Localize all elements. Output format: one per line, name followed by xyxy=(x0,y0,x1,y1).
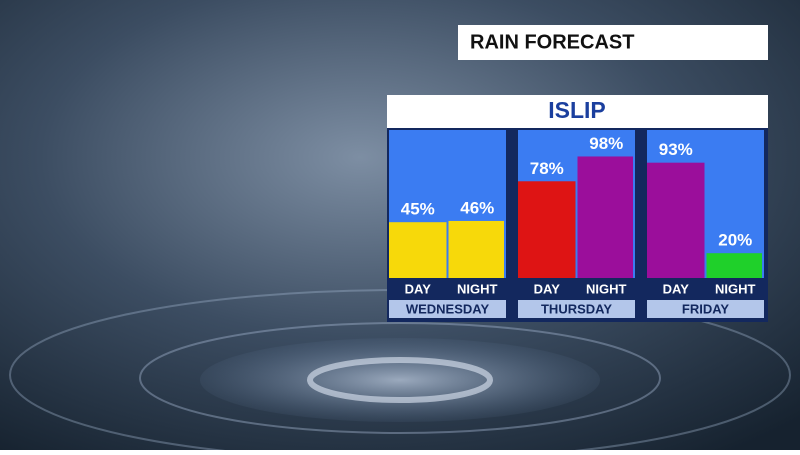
category-row xyxy=(647,280,764,298)
group-label: FRIDAY xyxy=(682,301,730,316)
group-row xyxy=(389,300,506,318)
title-box xyxy=(458,25,768,60)
value-label: 78% xyxy=(530,159,564,178)
category-label: DAY xyxy=(663,281,690,296)
group-label: THURSDAY xyxy=(541,301,612,316)
radar-ring xyxy=(139,322,661,434)
value-label: 20% xyxy=(718,231,752,250)
radar-ring xyxy=(307,357,493,403)
group-label: WEDNESDAY xyxy=(406,301,490,316)
value-label: 45% xyxy=(401,200,435,219)
bar xyxy=(577,156,633,278)
header-box xyxy=(387,95,768,128)
bar xyxy=(706,253,762,278)
category-label: DAY xyxy=(405,281,432,296)
radar-disc xyxy=(200,338,600,422)
bar xyxy=(647,162,705,278)
value-label: 93% xyxy=(659,140,693,159)
category-label: NIGHT xyxy=(715,281,756,296)
category-label: DAY xyxy=(534,281,561,296)
group-row xyxy=(518,300,635,318)
value-label: 98% xyxy=(589,134,623,153)
subtitle: ISLIP xyxy=(548,97,606,123)
bar xyxy=(518,181,576,278)
bar xyxy=(389,222,447,278)
category-label: NIGHT xyxy=(457,281,498,296)
category-row xyxy=(389,280,506,298)
title: RAIN FORECAST xyxy=(470,31,634,53)
value-label: 46% xyxy=(460,198,494,217)
category-label: NIGHT xyxy=(586,281,627,296)
category-row xyxy=(518,280,635,298)
bar xyxy=(448,220,504,278)
group-row xyxy=(647,300,764,318)
